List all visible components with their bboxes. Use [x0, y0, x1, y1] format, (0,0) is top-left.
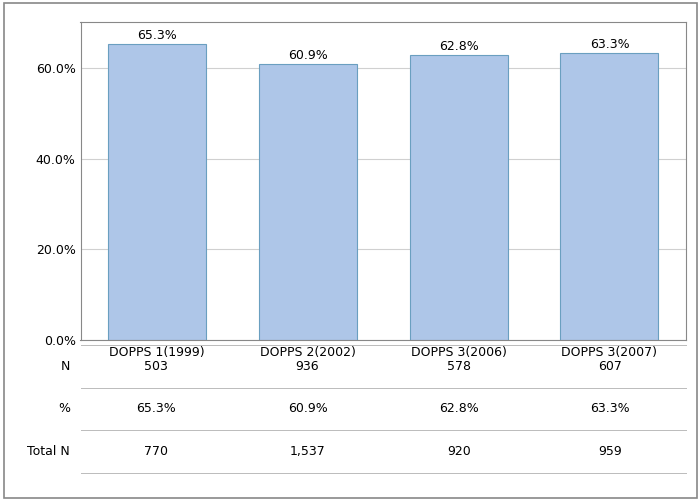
Bar [410, 55, 508, 340]
Text: 62.8%: 62.8% [439, 402, 479, 415]
Text: 936: 936 [295, 360, 319, 373]
Text: 65.3%: 65.3% [137, 28, 177, 42]
Text: 959: 959 [598, 445, 622, 458]
Text: 62.8%: 62.8% [439, 40, 479, 53]
Text: 607: 607 [598, 360, 622, 373]
Text: 60.9%: 60.9% [288, 48, 328, 62]
Text: 770: 770 [144, 445, 168, 458]
Text: 920: 920 [447, 445, 471, 458]
Text: 63.3%: 63.3% [591, 402, 630, 415]
Text: 578: 578 [447, 360, 471, 373]
Text: Total N: Total N [27, 445, 70, 458]
Bar [259, 64, 357, 340]
Text: 1,537: 1,537 [290, 445, 326, 458]
Bar [561, 53, 659, 340]
Text: 65.3%: 65.3% [136, 402, 176, 415]
Text: 60.9%: 60.9% [288, 402, 328, 415]
Bar [108, 44, 206, 340]
Text: 63.3%: 63.3% [589, 38, 629, 51]
Text: %: % [58, 402, 70, 415]
Text: N: N [61, 360, 70, 373]
Text: 503: 503 [144, 360, 168, 373]
